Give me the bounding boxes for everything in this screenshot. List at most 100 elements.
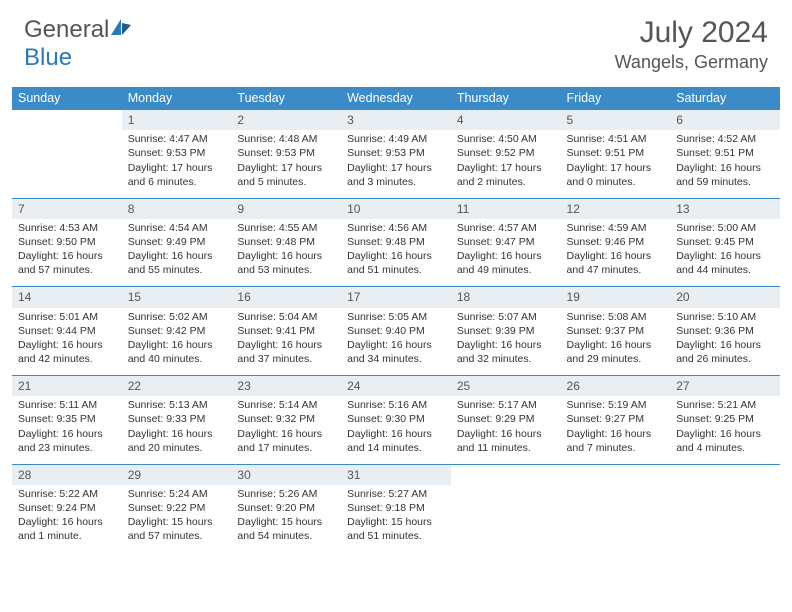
sunset-line: Sunset: 9:48 PM bbox=[237, 235, 335, 249]
title-block: July 2024 Wangels, Germany bbox=[615, 16, 768, 73]
day-content-cell bbox=[12, 130, 122, 198]
day-content-cell: Sunrise: 5:26 AMSunset: 9:20 PMDaylight:… bbox=[231, 485, 341, 553]
sunset-line: Sunset: 9:52 PM bbox=[457, 146, 555, 160]
day-number-cell: 27 bbox=[670, 376, 780, 397]
sunset-line: Sunset: 9:53 PM bbox=[237, 146, 335, 160]
weekday-header: Wednesday bbox=[341, 87, 451, 110]
day-number-cell: 24 bbox=[341, 376, 451, 397]
sunrise-line: Sunrise: 5:17 AM bbox=[457, 398, 555, 412]
sunrise-line: Sunrise: 5:24 AM bbox=[128, 487, 226, 501]
sunrise-line: Sunrise: 4:50 AM bbox=[457, 132, 555, 146]
sunset-line: Sunset: 9:37 PM bbox=[567, 324, 665, 338]
daylight-line: Daylight: 16 hours and 14 minutes. bbox=[347, 427, 445, 455]
sunrise-line: Sunrise: 4:55 AM bbox=[237, 221, 335, 235]
day-content-cell: Sunrise: 5:17 AMSunset: 9:29 PMDaylight:… bbox=[451, 396, 561, 464]
day-number-cell: 30 bbox=[231, 464, 341, 485]
sunrise-line: Sunrise: 5:19 AM bbox=[567, 398, 665, 412]
sunrise-line: Sunrise: 5:00 AM bbox=[676, 221, 774, 235]
day-number-row: 78910111213 bbox=[12, 198, 780, 219]
sunset-line: Sunset: 9:42 PM bbox=[128, 324, 226, 338]
sunrise-line: Sunrise: 5:21 AM bbox=[676, 398, 774, 412]
sunset-line: Sunset: 9:29 PM bbox=[457, 412, 555, 426]
day-number-cell: 7 bbox=[12, 198, 122, 219]
sunset-line: Sunset: 9:49 PM bbox=[128, 235, 226, 249]
day-content-row: Sunrise: 4:53 AMSunset: 9:50 PMDaylight:… bbox=[12, 219, 780, 287]
day-number-cell: 15 bbox=[122, 287, 232, 308]
daylight-line: Daylight: 16 hours and 59 minutes. bbox=[676, 161, 774, 189]
daylight-line: Daylight: 17 hours and 5 minutes. bbox=[237, 161, 335, 189]
daylight-line: Daylight: 16 hours and 44 minutes. bbox=[676, 249, 774, 277]
logo-text: GeneralBlue bbox=[24, 16, 133, 72]
day-number-cell: 23 bbox=[231, 376, 341, 397]
day-content-cell: Sunrise: 5:04 AMSunset: 9:41 PMDaylight:… bbox=[231, 308, 341, 376]
daylight-line: Daylight: 16 hours and 57 minutes. bbox=[18, 249, 116, 277]
day-content-cell: Sunrise: 4:59 AMSunset: 9:46 PMDaylight:… bbox=[561, 219, 671, 287]
day-content-cell: Sunrise: 4:47 AMSunset: 9:53 PMDaylight:… bbox=[122, 130, 232, 198]
sunrise-line: Sunrise: 5:26 AM bbox=[237, 487, 335, 501]
sunrise-line: Sunrise: 4:53 AM bbox=[18, 221, 116, 235]
sunset-line: Sunset: 9:33 PM bbox=[128, 412, 226, 426]
day-number-cell bbox=[12, 110, 122, 131]
day-number-cell bbox=[561, 464, 671, 485]
day-number-cell bbox=[670, 464, 780, 485]
day-content-row: Sunrise: 5:11 AMSunset: 9:35 PMDaylight:… bbox=[12, 396, 780, 464]
day-number-cell: 31 bbox=[341, 464, 451, 485]
daylight-line: Daylight: 16 hours and 40 minutes. bbox=[128, 338, 226, 366]
sunrise-line: Sunrise: 5:14 AM bbox=[237, 398, 335, 412]
day-number-cell: 3 bbox=[341, 110, 451, 131]
sunrise-line: Sunrise: 5:08 AM bbox=[567, 310, 665, 324]
day-content-row: Sunrise: 5:01 AMSunset: 9:44 PMDaylight:… bbox=[12, 308, 780, 376]
day-number-cell: 11 bbox=[451, 198, 561, 219]
daylight-line: Daylight: 16 hours and 17 minutes. bbox=[237, 427, 335, 455]
day-number-cell: 22 bbox=[122, 376, 232, 397]
day-content-cell: Sunrise: 5:08 AMSunset: 9:37 PMDaylight:… bbox=[561, 308, 671, 376]
day-content-cell bbox=[451, 485, 561, 553]
sunset-line: Sunset: 9:47 PM bbox=[457, 235, 555, 249]
sunset-line: Sunset: 9:30 PM bbox=[347, 412, 445, 426]
sunset-line: Sunset: 9:18 PM bbox=[347, 501, 445, 515]
sunset-line: Sunset: 9:51 PM bbox=[567, 146, 665, 160]
daylight-line: Daylight: 16 hours and 4 minutes. bbox=[676, 427, 774, 455]
sunrise-line: Sunrise: 4:47 AM bbox=[128, 132, 226, 146]
day-content-cell: Sunrise: 5:07 AMSunset: 9:39 PMDaylight:… bbox=[451, 308, 561, 376]
weekday-header-row: Sunday Monday Tuesday Wednesday Thursday… bbox=[12, 87, 780, 110]
day-number-cell: 10 bbox=[341, 198, 451, 219]
day-number-cell: 2 bbox=[231, 110, 341, 131]
daylight-line: Daylight: 16 hours and 11 minutes. bbox=[457, 427, 555, 455]
day-number-cell: 9 bbox=[231, 198, 341, 219]
daylight-line: Daylight: 16 hours and 53 minutes. bbox=[237, 249, 335, 277]
day-content-cell: Sunrise: 5:01 AMSunset: 9:44 PMDaylight:… bbox=[12, 308, 122, 376]
daylight-line: Daylight: 17 hours and 2 minutes. bbox=[457, 161, 555, 189]
sunset-line: Sunset: 9:46 PM bbox=[567, 235, 665, 249]
daylight-line: Daylight: 17 hours and 0 minutes. bbox=[567, 161, 665, 189]
weekday-header: Monday bbox=[122, 87, 232, 110]
weekday-header: Thursday bbox=[451, 87, 561, 110]
sunset-line: Sunset: 9:20 PM bbox=[237, 501, 335, 515]
month-title: July 2024 bbox=[615, 16, 768, 50]
sunrise-line: Sunrise: 4:57 AM bbox=[457, 221, 555, 235]
day-number-row: 123456 bbox=[12, 110, 780, 131]
sunset-line: Sunset: 9:39 PM bbox=[457, 324, 555, 338]
day-number-cell: 16 bbox=[231, 287, 341, 308]
day-number-row: 21222324252627 bbox=[12, 376, 780, 397]
logo-sail-icon bbox=[109, 17, 133, 37]
sunset-line: Sunset: 9:53 PM bbox=[347, 146, 445, 160]
header: GeneralBlue July 2024 Wangels, Germany bbox=[0, 0, 792, 81]
day-content-row: Sunrise: 4:47 AMSunset: 9:53 PMDaylight:… bbox=[12, 130, 780, 198]
sunrise-line: Sunrise: 5:27 AM bbox=[347, 487, 445, 501]
day-number-cell: 1 bbox=[122, 110, 232, 131]
day-number-cell: 19 bbox=[561, 287, 671, 308]
day-content-cell: Sunrise: 5:21 AMSunset: 9:25 PMDaylight:… bbox=[670, 396, 780, 464]
daylight-line: Daylight: 16 hours and 51 minutes. bbox=[347, 249, 445, 277]
day-number-cell: 20 bbox=[670, 287, 780, 308]
daylight-line: Daylight: 16 hours and 37 minutes. bbox=[237, 338, 335, 366]
day-content-cell: Sunrise: 5:19 AMSunset: 9:27 PMDaylight:… bbox=[561, 396, 671, 464]
day-number-cell bbox=[451, 464, 561, 485]
sunrise-line: Sunrise: 5:05 AM bbox=[347, 310, 445, 324]
daylight-line: Daylight: 15 hours and 54 minutes. bbox=[237, 515, 335, 543]
sunrise-line: Sunrise: 5:22 AM bbox=[18, 487, 116, 501]
day-content-cell: Sunrise: 5:24 AMSunset: 9:22 PMDaylight:… bbox=[122, 485, 232, 553]
weekday-header: Sunday bbox=[12, 87, 122, 110]
sunrise-line: Sunrise: 5:02 AM bbox=[128, 310, 226, 324]
day-content-cell: Sunrise: 5:11 AMSunset: 9:35 PMDaylight:… bbox=[12, 396, 122, 464]
